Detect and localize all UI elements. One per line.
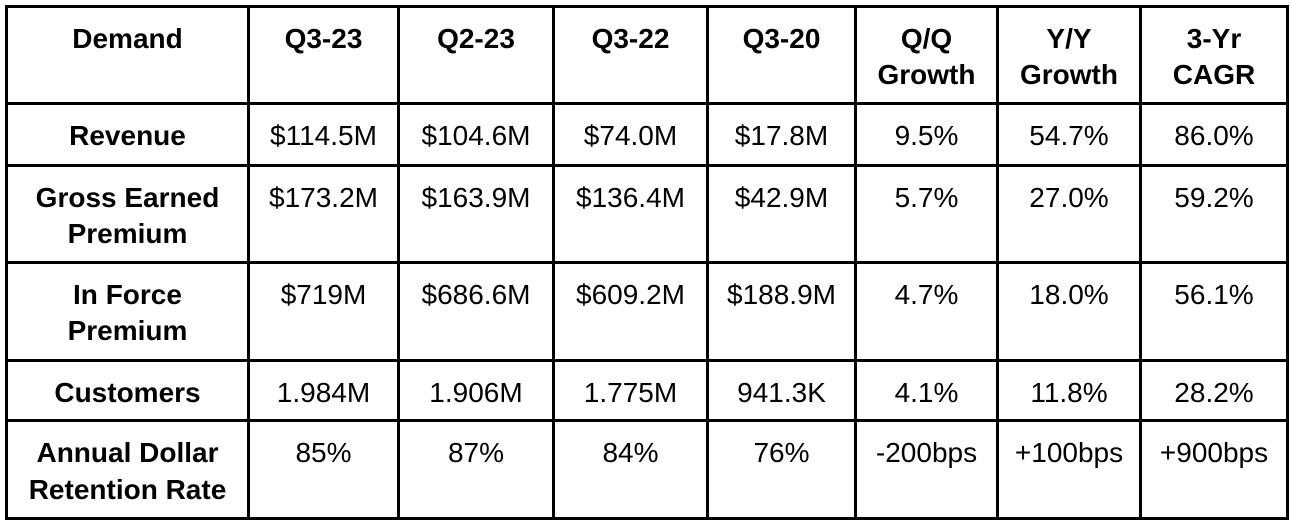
table-cell: 87% xyxy=(397,419,555,521)
demand-metrics-table: Demand Q3-23 Q2-23 Q3-22 Q3-20 Q/Q Growt… xyxy=(5,5,1289,521)
table-cell: 5.7% xyxy=(854,163,999,264)
column-header-q2-23: Q2-23 xyxy=(397,5,555,105)
column-header-q3-23: Q3-23 xyxy=(247,5,400,105)
row-label-gross-earned-premium: Gross Earned Premium xyxy=(5,163,250,264)
column-header-qq-growth: Q/Q Growth xyxy=(854,5,999,105)
table-row-gross-earned-premium: Gross Earned Premium $173.2M $163.9M $13… xyxy=(5,163,1289,264)
table-cell: 56.1% xyxy=(1139,260,1289,362)
table-cell: 4.1% xyxy=(854,358,999,423)
table-row-annual-dollar-retention-rate: Annual Dollar Retention Rate 85% 87% 84%… xyxy=(5,419,1289,521)
table-cell: $719M xyxy=(247,260,400,362)
table-cell: $173.2M xyxy=(247,163,400,264)
table-row-customers: Customers 1.984M 1.906M 1.775M 941.3K 4.… xyxy=(5,358,1289,423)
row-label-revenue: Revenue xyxy=(5,101,250,167)
table-cell: 1.775M xyxy=(552,358,709,423)
table-cell: 28.2% xyxy=(1139,358,1289,423)
column-header-q3-22: Q3-22 xyxy=(552,5,709,105)
table-cell: 1.984M xyxy=(247,358,400,423)
table-cell: $114.5M xyxy=(247,101,400,167)
table-cell: 11.8% xyxy=(996,358,1142,423)
row-label-in-force-premium: In Force Premium xyxy=(5,260,250,362)
table-row-in-force-premium: In Force Premium $719M $686.6M $609.2M $… xyxy=(5,260,1289,362)
column-header-demand: Demand xyxy=(5,5,250,105)
table-cell: 59.2% xyxy=(1139,163,1289,264)
table-cell: $163.9M xyxy=(397,163,555,264)
column-header-yy-growth: Y/Y Growth xyxy=(996,5,1142,105)
table-cell: 85% xyxy=(247,419,400,521)
table-cell: -200bps xyxy=(854,419,999,521)
table-cell: $686.6M xyxy=(397,260,555,362)
table-cell: 9.5% xyxy=(854,101,999,167)
table-header-row: Demand Q3-23 Q2-23 Q3-22 Q3-20 Q/Q Growt… xyxy=(5,5,1289,105)
table-cell: $74.0M xyxy=(552,101,709,167)
table-row-revenue: Revenue $114.5M $104.6M $74.0M $17.8M 9.… xyxy=(5,101,1289,167)
table-cell: $17.8M xyxy=(706,101,857,167)
row-label-customers: Customers xyxy=(5,358,250,423)
column-header-3yr-cagr: 3-Yr CAGR xyxy=(1139,5,1289,105)
row-label-annual-dollar-retention-rate: Annual Dollar Retention Rate xyxy=(5,419,250,521)
table-cell: $136.4M xyxy=(552,163,709,264)
table-cell: 1.906M xyxy=(397,358,555,423)
table-cell: 18.0% xyxy=(996,260,1142,362)
table-cell: 86.0% xyxy=(1139,101,1289,167)
table-cell: 941.3K xyxy=(706,358,857,423)
table-cell: 76% xyxy=(706,419,857,521)
table-cell: 27.0% xyxy=(996,163,1142,264)
table-cell: 54.7% xyxy=(996,101,1142,167)
table-cell: $609.2M xyxy=(552,260,709,362)
table-cell: $104.6M xyxy=(397,101,555,167)
table-cell: $188.9M xyxy=(706,260,857,362)
table-cell: 4.7% xyxy=(854,260,999,362)
table-cell: 84% xyxy=(552,419,709,521)
column-header-q3-20: Q3-20 xyxy=(706,5,857,105)
table-cell: $42.9M xyxy=(706,163,857,264)
table-cell: +900bps xyxy=(1139,419,1289,521)
table-cell: +100bps xyxy=(996,419,1142,521)
